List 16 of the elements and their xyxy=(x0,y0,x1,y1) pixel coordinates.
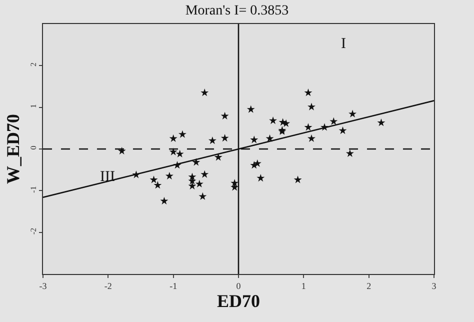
x-axis-title: ED70 xyxy=(216,290,260,311)
y-tick-label: -2 xyxy=(28,228,38,234)
x-tick-label: 3 xyxy=(432,280,437,291)
chart-title: Moran's I= 0.3853 xyxy=(185,4,289,19)
x-tick-label: -1 xyxy=(170,280,178,291)
x-tick-label: 0 xyxy=(236,280,242,291)
x-tick-label: 1 xyxy=(301,280,306,291)
y-axis-title: W_ED70 xyxy=(3,114,23,184)
x-tick-label: -2 xyxy=(104,280,112,291)
x-tick-label: -3 xyxy=(39,280,48,291)
x-tick-label: 2 xyxy=(366,280,372,291)
y-tick-label: -1 xyxy=(28,186,38,193)
y-tick-label: 2 xyxy=(28,62,38,66)
annotation: I xyxy=(341,36,346,52)
y-tick-label: 0 xyxy=(28,146,38,150)
y-tick-label: 1 xyxy=(28,104,38,108)
